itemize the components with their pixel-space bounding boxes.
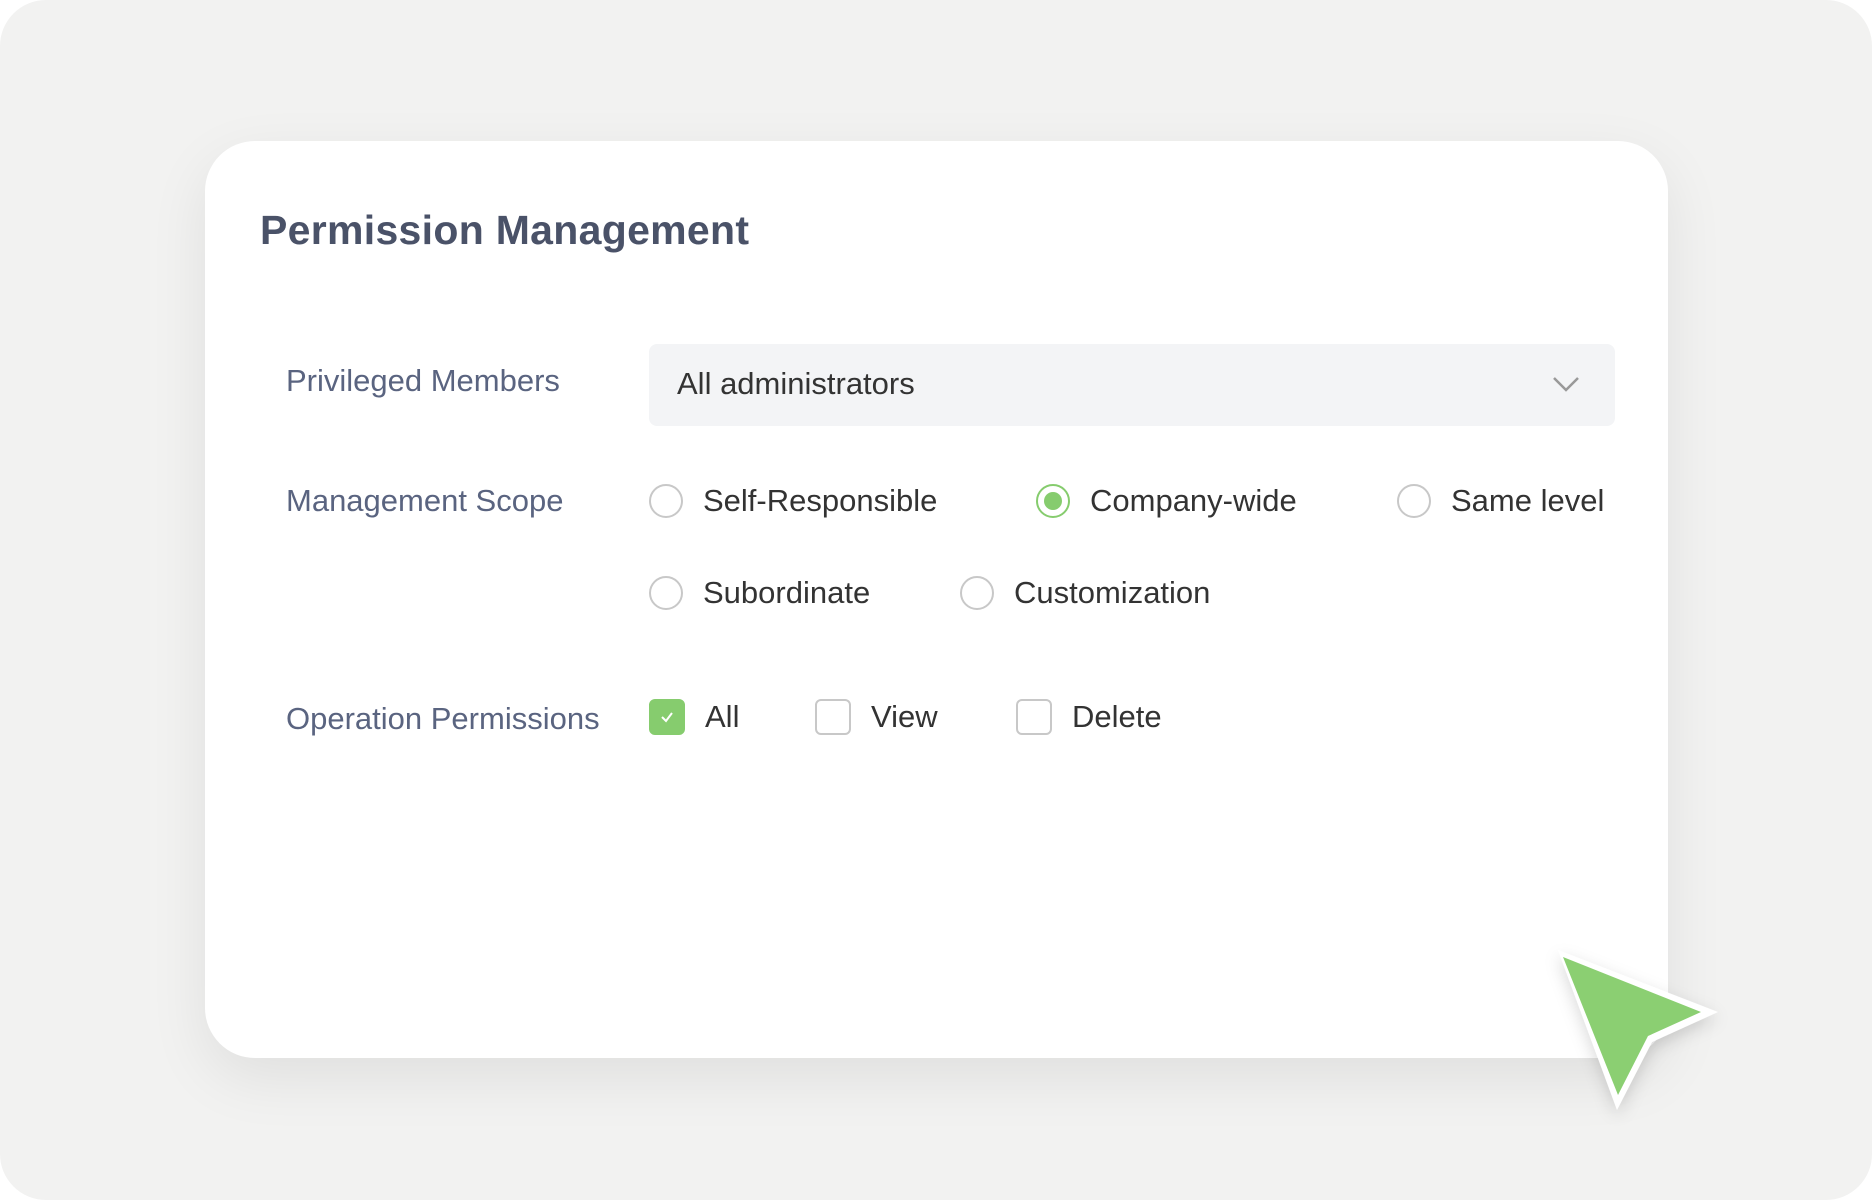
radio-customization[interactable]: Customization xyxy=(960,575,1210,611)
chevron-down-icon xyxy=(1551,366,1581,405)
management-scope-label: Management Scope xyxy=(286,483,564,518)
radio-label: Customization xyxy=(1014,575,1211,610)
radio-circle[interactable] xyxy=(960,576,994,610)
privileged-members-select[interactable]: All administrators xyxy=(649,344,1615,426)
radio-subordinate[interactable]: Subordinate xyxy=(649,575,870,611)
checkbox-checked[interactable] xyxy=(649,699,685,735)
radio-same-level[interactable]: Same level xyxy=(1397,483,1604,519)
radio-circle[interactable] xyxy=(649,576,683,610)
checkbox-all[interactable]: All xyxy=(649,699,739,735)
privileged-members-label: Privileged Members xyxy=(286,363,560,398)
radio-self-responsible[interactable]: Self-Responsible xyxy=(649,483,937,519)
operation-permissions-label: Operation Permissions xyxy=(286,701,600,736)
checkbox-label: All xyxy=(705,699,740,734)
radio-company-wide[interactable]: Company-wide xyxy=(1036,483,1297,519)
select-value: All administrators xyxy=(677,366,915,401)
checkbox-delete[interactable]: Delete xyxy=(1016,699,1162,735)
checkbox[interactable] xyxy=(1016,699,1052,735)
checkbox[interactable] xyxy=(815,699,851,735)
radio-circle[interactable] xyxy=(649,484,683,518)
checkbox-label: View xyxy=(871,699,938,734)
radio-label: Company-wide xyxy=(1090,483,1297,518)
check-icon xyxy=(661,712,673,723)
permission-card: Permission Management Privileged Members… xyxy=(205,141,1668,1058)
radio-label: Self-Responsible xyxy=(703,483,938,518)
radio-circle[interactable] xyxy=(1397,484,1431,518)
radio-label: Same level xyxy=(1451,483,1605,518)
page-title: Permission Management xyxy=(260,207,750,253)
radio-circle-selected[interactable] xyxy=(1036,484,1070,518)
checkbox-label: Delete xyxy=(1072,699,1162,734)
radio-label: Subordinate xyxy=(703,575,871,610)
checkbox-view[interactable]: View xyxy=(815,699,938,735)
